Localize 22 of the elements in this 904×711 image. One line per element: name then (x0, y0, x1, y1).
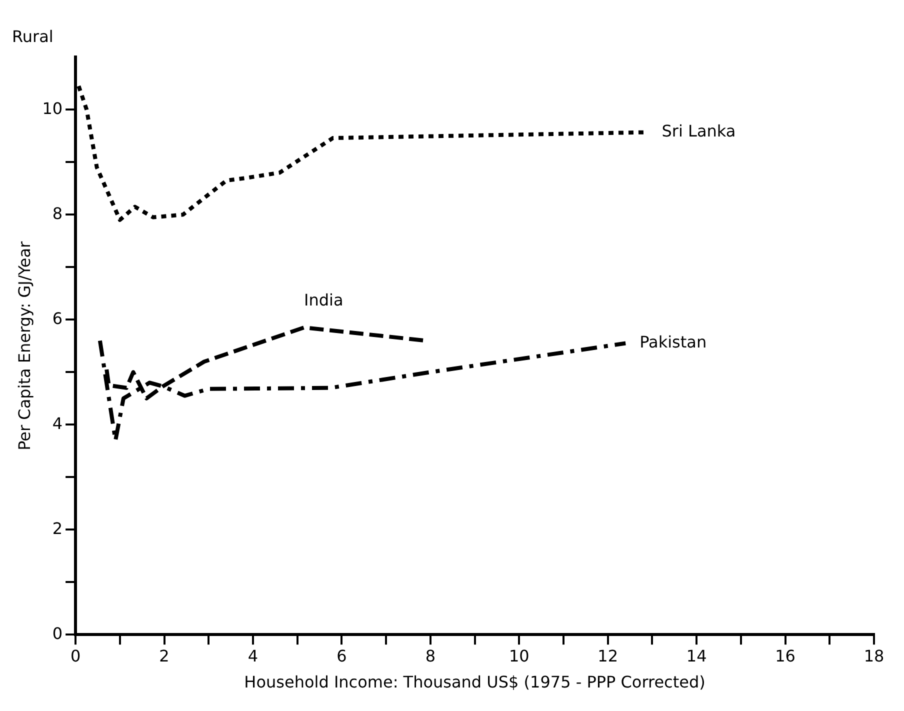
y-tick-label: 2 (52, 518, 63, 538)
x-axis-title: Household Income: Thousand US$ (1975 - PPP Corrected) (244, 672, 706, 692)
y-axis-title: Per Capita Energy: GJ/Year (14, 240, 34, 450)
x-tick-label: 2 (159, 646, 170, 666)
series-label: Sri Lanka (662, 121, 736, 140)
y-tick-label: 6 (52, 308, 63, 328)
x-tick-label: 18 (864, 646, 884, 666)
y-tick-label: 0 (52, 624, 63, 643)
x-tick-label: 4 (248, 646, 258, 666)
x-tick-label: 16 (775, 646, 796, 666)
x-tick-label: 8 (425, 646, 436, 666)
y-tick-label: 10 (42, 98, 63, 118)
x-tick-label: 14 (686, 646, 707, 666)
series-label: India (304, 290, 344, 310)
y-tick-label: 8 (52, 204, 63, 223)
x-tick-label: 10 (508, 646, 530, 666)
series-label: Pakistan (640, 332, 707, 352)
chart-title: Rural (12, 26, 54, 46)
y-tick-label: 4 (52, 414, 63, 433)
x-tick-label: 6 (336, 646, 347, 666)
x-tick-label: 0 (70, 646, 81, 666)
x-tick-label: 12 (598, 646, 618, 666)
